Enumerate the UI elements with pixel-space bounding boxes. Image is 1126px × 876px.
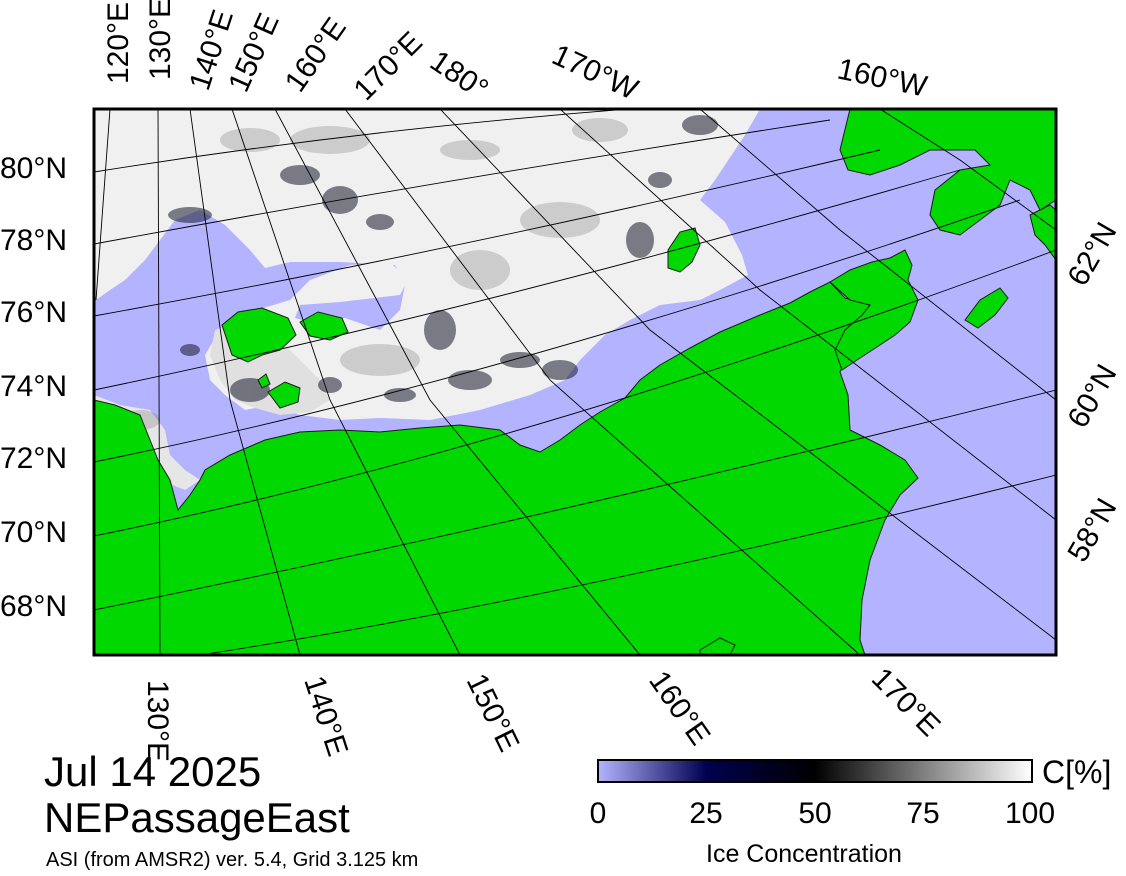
wrangel-island xyxy=(667,227,701,273)
map-frame xyxy=(92,107,1058,657)
top-label: 170°W xyxy=(547,38,643,106)
map-area xyxy=(94,109,1056,655)
kotelny-island xyxy=(299,311,349,341)
bottom-longitude-labels: 130°E 140°E 150°E 160°E 170°E xyxy=(141,662,946,762)
ice-edge-texture xyxy=(168,115,718,402)
left-label: 74°N xyxy=(0,370,67,403)
date-label: Jul 14 2025 xyxy=(44,748,262,795)
top-label: 160°E xyxy=(279,12,353,98)
colorbar-title: Ice Concentration xyxy=(706,840,902,868)
seward-peninsula xyxy=(1029,204,1056,261)
bottom-label: 130°E xyxy=(141,680,174,762)
top-longitude-labels: 120°E 130°E 140°E 150°E 160°E 170°E 180°… xyxy=(102,0,930,107)
colorbar-tick-75: 75 xyxy=(906,797,940,830)
colorbar-tick-25: 25 xyxy=(689,797,723,830)
region-label: NEPassageEast xyxy=(44,794,350,841)
graticule-grid xyxy=(94,109,1056,655)
meridians xyxy=(95,109,1056,655)
right-label: 62°N xyxy=(1061,217,1123,292)
bottom-label: 160°E xyxy=(642,665,716,751)
bottom-label: 170°E xyxy=(865,662,946,743)
right-label: 58°N xyxy=(1061,493,1123,568)
left-label: 80°N xyxy=(0,152,67,185)
bottom-label: 150°E xyxy=(460,669,526,757)
right-latitude-labels: 62°N 60°N 58°N xyxy=(1061,217,1123,568)
bottom-label: 140°E xyxy=(297,672,354,760)
top-label: 130°E xyxy=(144,0,177,80)
left-latitude-labels: 80°N 78°N 76°N 74°N 72°N 70°N 68°N xyxy=(0,152,67,623)
top-label: 180° xyxy=(424,44,494,106)
top-label: 170°E xyxy=(348,26,429,107)
colorbar xyxy=(597,759,1033,783)
left-label: 78°N xyxy=(0,224,67,257)
colorbar-tick-100: 100 xyxy=(1004,797,1056,830)
left-label: 72°N xyxy=(0,442,67,475)
top-label: 120°E xyxy=(102,2,135,84)
st-lawrence-island xyxy=(964,287,1009,329)
colorbar-unit: C[%] xyxy=(1042,754,1112,790)
source-label: ASI (from AMSR2) ver. 5.4, Grid 3.125 km xyxy=(46,849,419,871)
small-island xyxy=(257,373,271,389)
colorbar-tick-0: 0 xyxy=(589,797,607,830)
top-label: 160°W xyxy=(835,53,931,104)
colorbar-tick-50: 50 xyxy=(798,797,832,830)
parallels xyxy=(94,109,1056,655)
right-label: 60°N xyxy=(1061,359,1123,434)
left-label: 76°N xyxy=(0,296,67,329)
ice-mid-texture xyxy=(120,118,628,430)
chukotka-peninsula xyxy=(829,249,919,371)
siberia-mainland xyxy=(94,281,919,655)
colorbar-bar xyxy=(597,759,1033,783)
lyakhovsky-island xyxy=(267,381,301,409)
left-label: 68°N xyxy=(0,590,67,623)
left-label: 70°N xyxy=(0,516,67,549)
alaska-coast xyxy=(839,109,1056,236)
